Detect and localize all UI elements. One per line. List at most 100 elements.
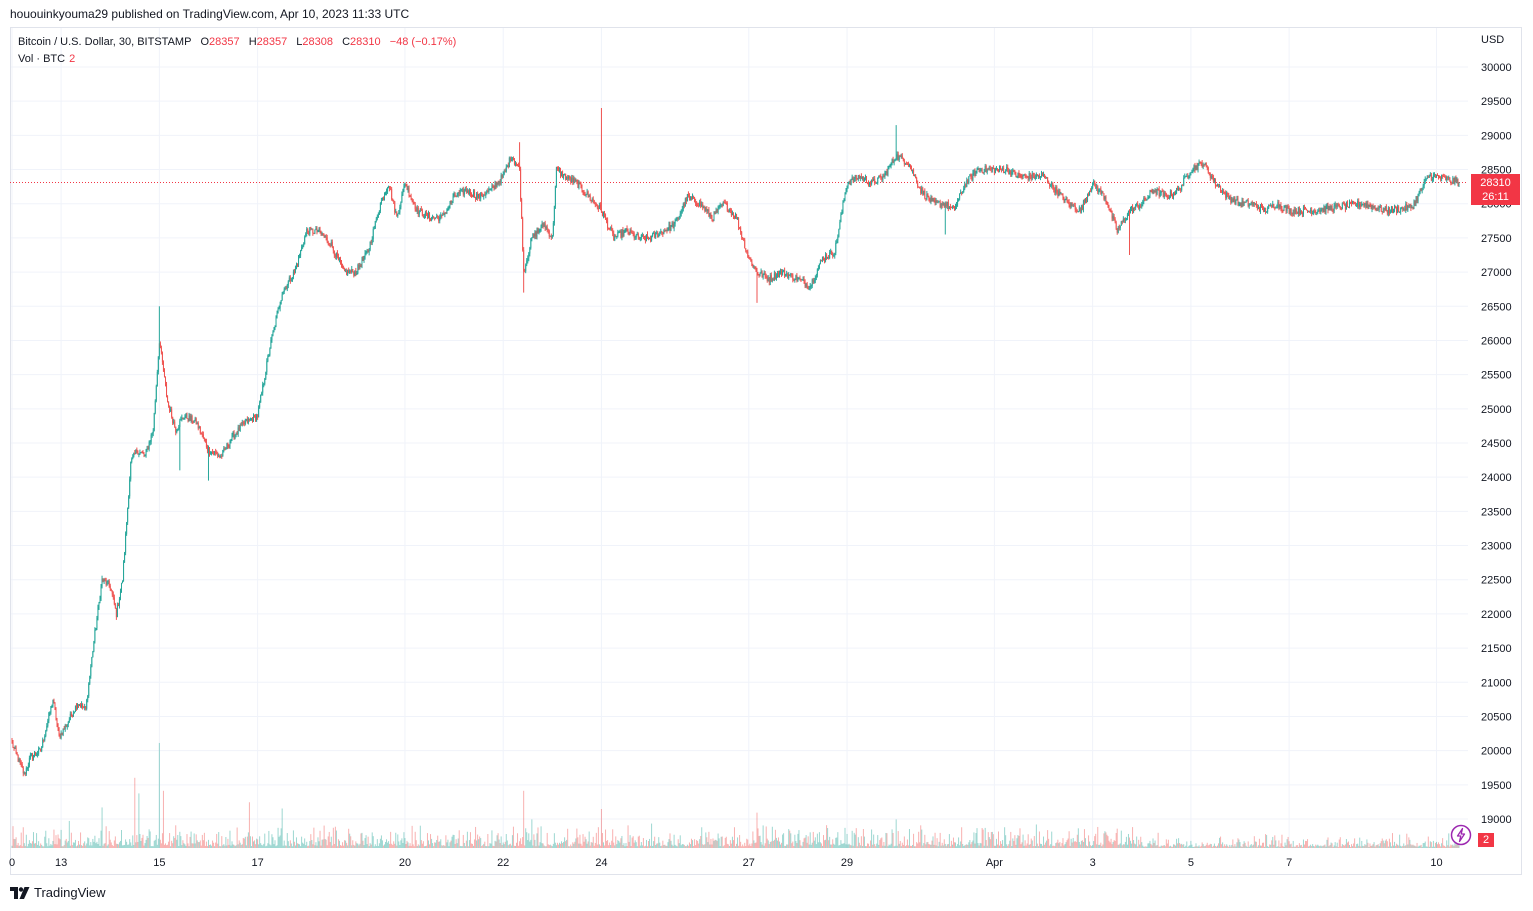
volume-bar — [1330, 842, 1332, 848]
candle-body — [650, 237, 652, 241]
candle-body — [1082, 200, 1084, 210]
candle-body — [1300, 210, 1302, 213]
volume-bar — [852, 845, 854, 848]
volume-bar — [1185, 845, 1187, 848]
candle-body — [287, 281, 289, 286]
volume-bar — [1171, 846, 1173, 848]
candle-body — [804, 282, 806, 287]
volume-bar — [1258, 838, 1260, 848]
volume-bar — [979, 842, 981, 848]
candle-body — [816, 269, 818, 276]
candle-body — [645, 234, 647, 241]
candle-body — [1009, 170, 1011, 175]
candle-body — [900, 155, 902, 157]
candle-body — [818, 263, 820, 269]
candle-body — [311, 228, 313, 230]
candle-body — [1415, 197, 1417, 204]
candle-body — [278, 308, 280, 310]
candle-body — [872, 179, 874, 181]
volume-bar — [487, 833, 489, 848]
volume-bar — [1282, 846, 1284, 848]
symbol-title[interactable]: Bitcoin / U.S. Dollar, 30, BITSTAMP — [18, 36, 192, 48]
candle-body — [178, 427, 180, 429]
volume-bar — [1146, 846, 1148, 848]
candle-body — [1341, 203, 1343, 210]
candle-body — [732, 212, 734, 217]
volume-bar — [376, 839, 378, 848]
volume-bar — [519, 841, 521, 848]
volume-bar — [83, 843, 85, 848]
candle-body — [1290, 208, 1292, 214]
candle-body — [16, 752, 18, 756]
lightning-icon[interactable] — [1450, 824, 1472, 846]
candle-body — [1207, 167, 1209, 173]
volume-bar — [1306, 841, 1308, 848]
candle-body — [1102, 191, 1104, 194]
candle-body — [125, 533, 127, 553]
candle-body — [1373, 206, 1375, 208]
volume-bar — [331, 845, 333, 848]
volume-bar — [1413, 845, 1415, 848]
volume-bar — [84, 841, 86, 848]
candle-body — [1384, 206, 1386, 210]
volume-bar — [1104, 831, 1106, 848]
volume-bar — [53, 829, 55, 848]
candle-body — [453, 193, 455, 197]
candle-body — [416, 207, 418, 212]
candle-body — [34, 752, 36, 756]
volume-bar — [1170, 846, 1172, 848]
volume-bar — [732, 840, 734, 848]
volume-bar — [494, 840, 496, 848]
candle-body — [1117, 227, 1119, 233]
volume-bar — [1011, 846, 1013, 848]
volume-bar — [491, 830, 493, 848]
candle-body — [1206, 166, 1208, 168]
volume-bar — [951, 844, 953, 848]
candle-body — [336, 252, 338, 257]
candle-body — [558, 169, 560, 171]
candle-body — [377, 214, 379, 218]
volume-bar — [972, 840, 974, 848]
candle-body — [651, 236, 653, 241]
candle-body — [470, 194, 472, 197]
candle-body — [313, 233, 315, 235]
candle-body — [676, 217, 678, 220]
volume-label[interactable]: Vol · BTC — [18, 53, 66, 65]
volume-bar — [358, 845, 360, 848]
candle-body — [123, 562, 125, 582]
candle-body — [424, 211, 426, 217]
volume-bar — [1276, 846, 1278, 848]
volume-bar — [860, 836, 862, 848]
volume-bar — [56, 844, 58, 848]
candle-body — [28, 758, 30, 766]
candle-body — [163, 371, 165, 377]
volume-bar — [102, 845, 104, 848]
volume-bar — [1014, 835, 1016, 848]
volume-bar — [555, 845, 557, 848]
candle-body — [916, 177, 918, 184]
volume-bar — [206, 846, 208, 848]
volume-bar — [1408, 837, 1410, 848]
volume-bar — [801, 846, 803, 848]
volume-bar — [1446, 840, 1448, 848]
volume-bar — [242, 837, 244, 848]
volume-bar — [127, 844, 129, 848]
volume-bar — [97, 844, 99, 848]
volume-bar — [436, 840, 438, 848]
volume-bar — [1431, 846, 1433, 848]
volume-bar — [1329, 845, 1331, 848]
candle-body — [908, 164, 910, 166]
volume-bar — [992, 834, 994, 848]
candle-body — [1091, 188, 1093, 192]
price-tick-label: 23500 — [1481, 506, 1512, 518]
tradingview-brand[interactable]: TradingView — [10, 885, 106, 900]
volume-bar — [978, 845, 980, 848]
volume-bar — [146, 836, 148, 848]
currency-label[interactable]: USD — [1481, 34, 1505, 46]
volume-bar — [45, 830, 47, 848]
candle-body — [729, 209, 731, 211]
candle-body — [849, 182, 851, 185]
volume-bar — [912, 844, 914, 848]
volume-bar — [1321, 846, 1323, 848]
